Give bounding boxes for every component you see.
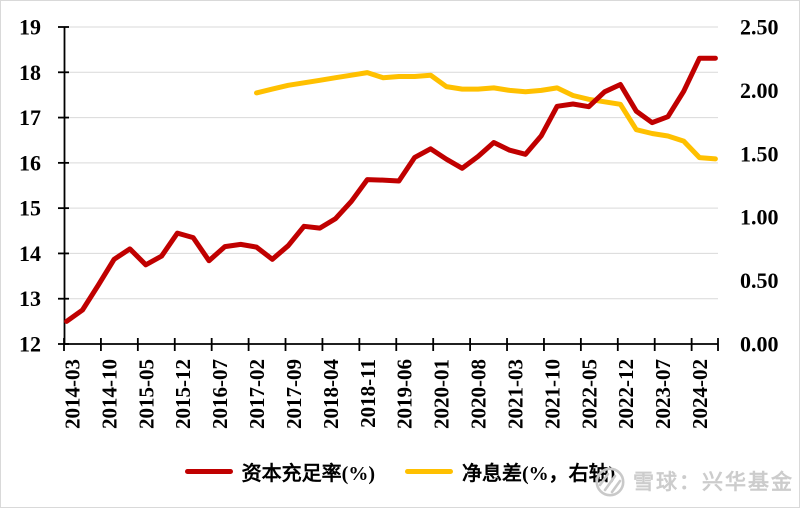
svg-text:2020-08: 2020-08	[467, 359, 491, 429]
right-axis-labels: 0.00 0.50 1.00 1.50 2.00 2.50	[740, 15, 779, 357]
svg-text:17: 17	[19, 105, 41, 130]
svg-text:2024-02: 2024-02	[688, 359, 712, 429]
watermark: 雪球：兴华基金	[593, 463, 794, 499]
svg-text:15: 15	[19, 196, 41, 221]
legend-label-net-interest-margin: 净息差(%，右轴)	[462, 463, 616, 485]
axes	[63, 27, 718, 345]
svg-text:2021-03: 2021-03	[503, 359, 527, 429]
capital-adequacy-line-sample-icon	[184, 469, 233, 474]
svg-text:2016-07: 2016-07	[208, 359, 232, 429]
legend-item-capital-adequacy: 资本充足率(%)	[184, 457, 375, 486]
svg-text:13: 13	[19, 286, 41, 311]
svg-text:12: 12	[19, 332, 41, 357]
svg-text:1.50: 1.50	[740, 141, 779, 166]
legend-label-capital-adequacy: 资本充足率(%)	[241, 463, 375, 485]
xueqiu-snowball-logo-icon	[595, 467, 625, 497]
svg-text:2017-09: 2017-09	[282, 359, 306, 429]
net-interest-margin-line-sample-icon	[405, 469, 453, 474]
svg-text:2022-05: 2022-05	[577, 359, 601, 429]
watermark-text: 雪球：兴华基金	[633, 470, 794, 494]
svg-text:2015-05: 2015-05	[134, 359, 158, 429]
svg-text:0.50: 0.50	[740, 268, 779, 293]
x-axis-labels: 2014-03 2014-10 2015-05 2015-12 2016-07 2017-…	[60, 338, 719, 429]
svg-text:2018-04: 2018-04	[319, 359, 343, 429]
svg-text:2015-12: 2015-12	[171, 359, 195, 429]
svg-text:2018-11: 2018-11	[356, 359, 380, 428]
svg-text:19: 19	[19, 15, 41, 40]
svg-text:14: 14	[19, 241, 41, 266]
series-line-left	[64, 55, 718, 324]
svg-text:2014-10: 2014-10	[97, 359, 121, 429]
legend-item-net-interest-margin: 净息差(%，右轴)	[405, 457, 615, 486]
svg-text:2021-10: 2021-10	[540, 359, 564, 429]
svg-text:2019-06: 2019-06	[393, 359, 417, 429]
svg-text:2022-12: 2022-12	[614, 359, 638, 429]
svg-text:16: 16	[19, 150, 41, 175]
svg-text:2.00: 2.00	[740, 78, 779, 103]
svg-text:2020-01: 2020-01	[430, 359, 454, 429]
series-line-right	[254, 70, 718, 162]
chart-legend: 资本充足率(%) 净息差(%，右轴)	[1, 457, 799, 486]
svg-text:2023-07: 2023-07	[651, 359, 675, 429]
gridlines	[64, 26, 718, 300]
dual-axis-line-chart: 12 13 14 15 16 17 18 19 0.00 0.50 1.00 1.50 2.00 2.50…	[19, 15, 779, 430]
svg-text:0.00: 0.00	[740, 332, 779, 357]
svg-text:2014-03: 2014-03	[60, 359, 84, 429]
svg-text:1.00: 1.00	[740, 205, 779, 230]
svg-text:2.50: 2.50	[740, 15, 779, 40]
left-axis-labels: 12 13 14 15 16 17 18 19	[19, 15, 69, 357]
svg-text:18: 18	[19, 60, 41, 85]
series-lines	[64, 55, 718, 324]
svg-text:2017-02: 2017-02	[245, 359, 269, 429]
